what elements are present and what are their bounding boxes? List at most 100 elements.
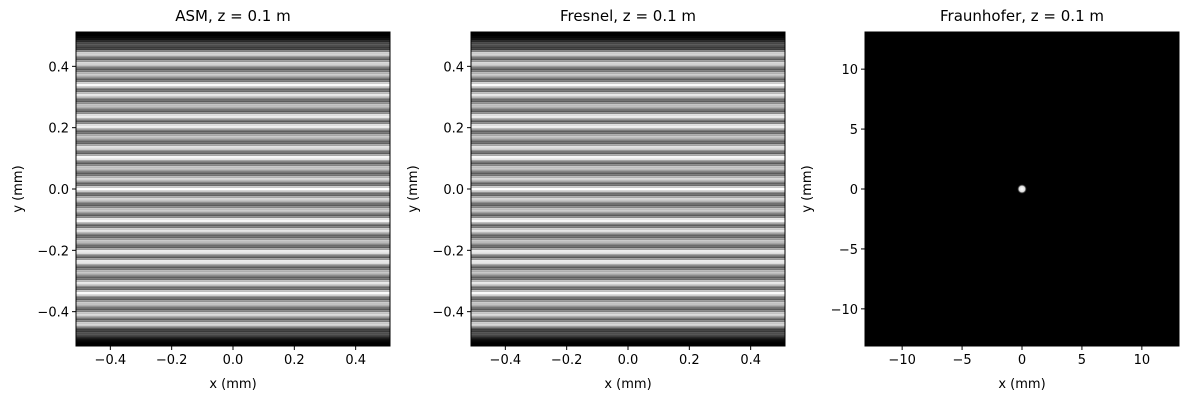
fringe — [471, 232, 785, 235]
fringe — [471, 104, 785, 107]
fringe — [471, 130, 785, 133]
fringe — [76, 342, 390, 344]
fringe — [471, 60, 785, 63]
fringe — [76, 308, 390, 311]
fringe — [76, 326, 390, 329]
y-tick-label: −10 — [831, 303, 858, 318]
fringe — [471, 92, 785, 95]
panel: Fraunhofer, z = 0.1 m x (mm) y (mm) −10 −5 0 5… — [800, 7, 1180, 392]
fringe — [76, 136, 390, 139]
fringe — [471, 198, 785, 201]
fringe — [471, 164, 785, 167]
fringe — [471, 186, 785, 189]
fringe — [76, 52, 390, 55]
intensity-image — [471, 32, 785, 346]
fringe — [471, 218, 785, 221]
fringe — [471, 234, 785, 237]
fringe — [471, 292, 785, 295]
fringe — [76, 268, 390, 271]
fringe — [76, 82, 390, 85]
fringe — [471, 338, 785, 341]
y-tick-label: −0.2 — [37, 244, 69, 259]
fringe — [76, 98, 390, 101]
fringe — [471, 274, 785, 277]
fringe — [471, 114, 785, 117]
fringe — [76, 292, 390, 295]
fringe — [76, 150, 390, 153]
fringe — [471, 158, 785, 161]
fringe — [76, 168, 390, 171]
fringe — [471, 180, 785, 183]
x-tick-label: −0.2 — [551, 353, 583, 368]
fringe — [76, 54, 390, 57]
fringe — [76, 62, 390, 65]
x-axis-label: x (mm) — [998, 377, 1045, 392]
fringe — [76, 196, 390, 199]
y-tick-label: −0.2 — [432, 244, 464, 259]
panel-title: ASM, z = 0.1 m — [175, 7, 290, 25]
fringe — [471, 302, 785, 305]
fringe — [471, 168, 785, 171]
fringe — [76, 330, 390, 333]
fringe — [76, 226, 390, 229]
x-tick-label: −0.4 — [490, 353, 522, 368]
fringe — [76, 220, 390, 223]
fringe — [471, 154, 785, 157]
panel: Fresnel, z = 0.1 m x (mm) y (mm) −0.4 −0.2 0.… — [406, 7, 786, 392]
fringe — [76, 186, 390, 189]
fringe — [471, 36, 785, 38]
fringe — [471, 326, 785, 329]
fringe — [76, 172, 390, 175]
fringe — [471, 244, 785, 247]
fringe — [76, 164, 390, 167]
fringe — [76, 104, 390, 107]
fringe — [76, 304, 390, 307]
fringe — [76, 222, 390, 225]
fringe — [471, 176, 785, 179]
fringe — [471, 288, 785, 291]
fringe — [471, 136, 785, 139]
fringe — [471, 96, 785, 99]
fringe — [471, 84, 785, 87]
fringe — [76, 202, 390, 205]
fringe — [471, 330, 785, 333]
fringe — [76, 182, 390, 185]
x-tick-label: 0.2 — [284, 353, 305, 368]
fringe — [471, 278, 785, 281]
fringe — [76, 306, 390, 309]
fringe — [471, 150, 785, 153]
fringe — [471, 50, 785, 53]
fringe — [76, 338, 390, 341]
fringe — [76, 180, 390, 183]
fringe — [471, 64, 785, 67]
y-axis-label: y (mm) — [11, 165, 26, 212]
x-axis-label: x (mm) — [209, 377, 256, 392]
fringe — [471, 238, 785, 241]
fringe — [76, 144, 390, 147]
fringe — [471, 206, 785, 209]
y-axis-label: y (mm) — [800, 165, 815, 212]
fringe — [471, 188, 785, 191]
fringe — [471, 250, 785, 253]
fringe — [471, 112, 785, 115]
fringe — [471, 254, 785, 257]
x-tick-label: 10 — [1134, 353, 1151, 368]
fringe — [471, 282, 785, 285]
fringe — [471, 118, 785, 121]
fringe — [471, 208, 785, 211]
fringe — [76, 46, 390, 49]
fringe — [76, 34, 390, 36]
fringe — [471, 52, 785, 55]
y-axis-label: y (mm) — [406, 165, 421, 212]
fringe — [471, 268, 785, 271]
fringe — [471, 142, 785, 145]
fringe — [471, 320, 785, 323]
y-tick-label: −5 — [839, 243, 858, 258]
fringe — [471, 204, 785, 207]
fringe — [471, 116, 785, 119]
fringe — [471, 228, 785, 231]
fringe — [76, 90, 390, 93]
fringe — [471, 82, 785, 85]
x-tick-label: −5 — [952, 353, 971, 368]
fringe — [471, 276, 785, 279]
